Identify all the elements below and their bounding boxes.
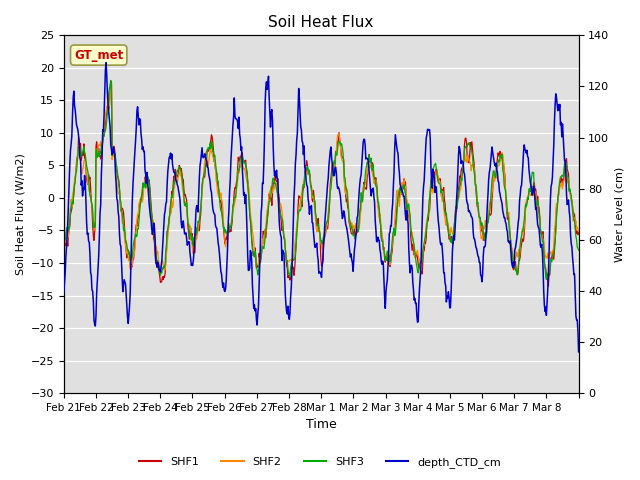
Line: SHF1: SHF1 (64, 82, 579, 286)
Line: SHF3: SHF3 (64, 81, 579, 279)
X-axis label: Time: Time (306, 419, 337, 432)
SHF1 (575, 230, 582, 236)
Y-axis label: Water Level (cm): Water Level (cm) (615, 167, 625, 262)
Line: depth_CTD_cm: depth_CTD_cm (64, 62, 579, 352)
SHF2 (216, 195, 224, 201)
SHF3 (404, 206, 412, 212)
depth_CTD_cm (404, 215, 412, 221)
SHF2 (157, 269, 164, 275)
SHF3 (375, 200, 383, 205)
depth_CTD_cm (241, 201, 249, 206)
depth_CTD_cm (102, 60, 110, 65)
SHF3 (216, 197, 223, 203)
depth_CTD_cm (575, 349, 582, 355)
SHF2 (404, 204, 412, 210)
SHF3 (575, 247, 582, 253)
SHF3 (241, 160, 249, 166)
SHF1 (375, 205, 383, 211)
Text: GT_met: GT_met (74, 48, 124, 61)
depth_CTD_cm (121, 279, 129, 285)
SHF2 (376, 215, 383, 221)
SHF1 (260, 231, 268, 237)
SHF3 (60, 240, 68, 246)
depth_CTD_cm (260, 136, 268, 142)
SHF3 (107, 78, 115, 84)
SHF1 (404, 217, 412, 223)
Legend: SHF1, SHF2, SHF3, depth_CTD_cm: SHF1, SHF2, SHF3, depth_CTD_cm (135, 452, 505, 472)
Y-axis label: Soil Heat Flux (W/m2): Soil Heat Flux (W/m2) (15, 153, 25, 275)
SHF2 (575, 228, 582, 234)
SHF1 (545, 283, 552, 289)
SHF2 (108, 81, 115, 87)
SHF2 (60, 233, 68, 239)
depth_CTD_cm (375, 237, 383, 243)
SHF1 (60, 229, 68, 235)
SHF1 (121, 230, 129, 236)
SHF3 (121, 229, 129, 235)
depth_CTD_cm (216, 252, 223, 257)
SHF2 (242, 173, 250, 179)
depth_CTD_cm (60, 290, 68, 296)
SHF1 (241, 157, 249, 163)
SHF2 (261, 226, 269, 232)
Title: Soil Heat Flux: Soil Heat Flux (269, 15, 374, 30)
SHF1 (108, 79, 115, 84)
SHF3 (543, 276, 550, 282)
SHF1 (216, 195, 223, 201)
SHF3 (260, 241, 268, 247)
Line: SHF2: SHF2 (64, 84, 579, 272)
SHF2 (121, 239, 129, 244)
